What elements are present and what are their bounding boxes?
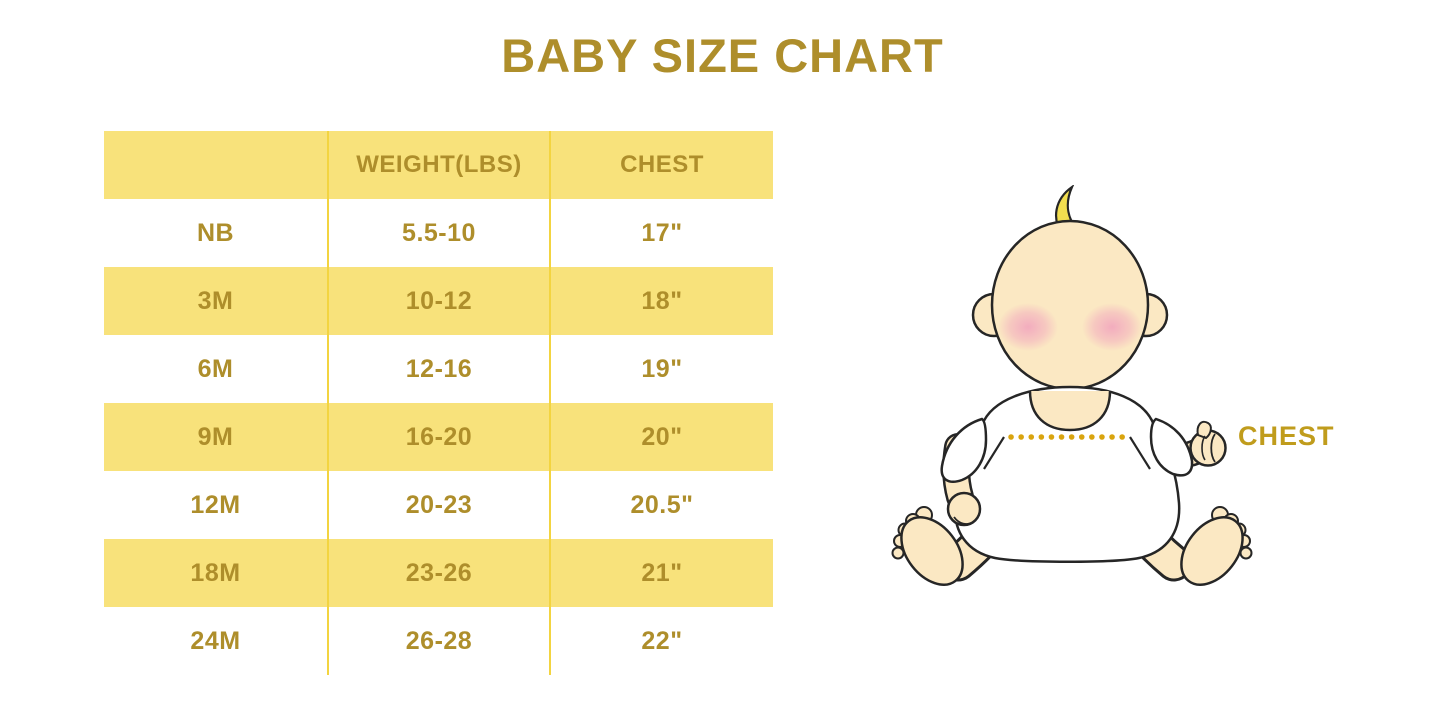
weight-cell: 12-16 (327, 335, 549, 403)
page-title: BABY SIZE CHART (501, 29, 944, 82)
weight-cell: 16-20 (327, 403, 549, 471)
weight-cell: 23-26 (327, 539, 549, 607)
table-row: NB 5.5-10 17" (104, 199, 773, 267)
blush-right (1082, 303, 1142, 351)
right-armpit-line (1129, 436, 1151, 470)
size-cell: NB (196, 218, 235, 247)
table-header-row: WEIGHT(LBS) CHEST (104, 131, 773, 199)
chest-cell: 20" (549, 403, 773, 471)
table-row: 6M 12-16 19" (104, 335, 773, 403)
size-cell: 6M (197, 354, 234, 383)
weight-cell: 10-12 (327, 267, 549, 335)
left-sleeve (940, 417, 988, 483)
table-row: 9M 16-20 20" (104, 403, 773, 471)
baby-left-arm (940, 417, 988, 527)
right-sleeve (1149, 417, 1194, 477)
left-armpit-line (983, 436, 1005, 470)
size-cell: 12M (190, 490, 241, 519)
chest-cell: 17" (549, 199, 773, 267)
size-cell: 24M (190, 626, 241, 655)
chest-measure-label: CHEST (1238, 421, 1335, 451)
table-row: 24M 26-28 22" (104, 607, 773, 675)
size-cell: 9M (197, 422, 234, 451)
right-thumb (1196, 420, 1212, 440)
weight-cell: 20-23 (327, 471, 549, 539)
baby-torso (953, 385, 1181, 563)
header-chest-cell: CHEST (549, 131, 773, 199)
chest-cell: 18" (549, 267, 773, 335)
table-row: 18M 23-26 21" (104, 539, 773, 607)
baby-right-arm (1149, 417, 1227, 477)
size-chart-table: WEIGHT(LBS) CHEST NB 5.5-10 17" 3M 10-12… (104, 131, 773, 675)
size-cell: 18M (190, 558, 241, 587)
header-size-cell (104, 131, 327, 199)
baby-neck (1028, 390, 1112, 432)
blush-left (998, 303, 1058, 351)
chest-cell: 19" (549, 335, 773, 403)
size-cell: 3M (197, 286, 234, 315)
table-row: 3M 10-12 18" (104, 267, 773, 335)
chest-cell: 20.5" (549, 471, 773, 539)
baby-illustration (891, 185, 1253, 586)
baby-head (990, 219, 1150, 391)
table-row: 12M 20-23 20.5" (104, 471, 773, 539)
chest-cell: 21" (549, 539, 773, 607)
chest-cell: 22" (549, 607, 773, 675)
weight-cell: 5.5-10 (327, 199, 549, 267)
header-weight-cell: WEIGHT(LBS) (327, 131, 549, 199)
left-fist (946, 491, 982, 527)
weight-cell: 26-28 (327, 607, 549, 675)
